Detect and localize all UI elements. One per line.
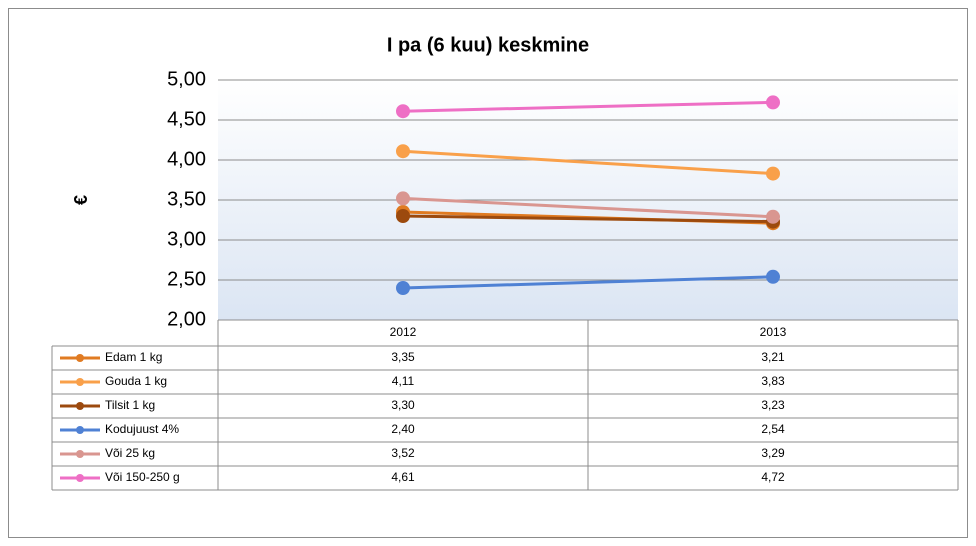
y-axis-label: €	[71, 195, 91, 205]
legend-label: Või 25 kg	[105, 446, 155, 460]
table-value: 2,40	[391, 422, 415, 436]
table-value: 4,61	[391, 470, 415, 484]
table-value: 3,30	[391, 398, 415, 412]
series-line	[402, 214, 774, 224]
table-value: 2,54	[761, 422, 785, 436]
data-point	[396, 281, 410, 295]
data-point	[766, 209, 780, 224]
series-line	[402, 196, 774, 219]
data-point	[396, 144, 410, 159]
table-value: 3,21	[761, 350, 785, 364]
data-point	[396, 191, 410, 206]
y-tick-label: 4,50	[167, 108, 206, 130]
table-value: 3,83	[761, 374, 785, 388]
legend-label: Gouda 1 kg	[105, 374, 167, 388]
y-tick-label: 3,00	[167, 228, 206, 250]
legend-label: Edam 1 kg	[105, 350, 162, 364]
chart-title: I pa (6 kuu) keskmine	[387, 34, 589, 56]
series-line	[402, 149, 774, 176]
x-tick-label: 2013	[760, 325, 787, 339]
legend-marker	[76, 450, 84, 458]
legend-marker	[76, 378, 84, 386]
table-value: 3,35	[391, 350, 415, 364]
series-line	[402, 275, 774, 290]
legend-marker	[76, 402, 84, 410]
y-tick-label: 2,00	[167, 308, 206, 330]
legend-marker	[76, 354, 84, 362]
legend-marker	[76, 474, 84, 482]
table-value: 4,11	[392, 374, 415, 388]
legend-label: Või 150-250 g	[105, 470, 180, 484]
y-tick-label: 4,00	[167, 148, 206, 170]
x-tick-label: 2012	[390, 325, 417, 339]
legend-label: Kodujuust 4%	[105, 422, 179, 436]
table-value: 3,23	[761, 398, 785, 412]
table-value: 3,29	[761, 446, 785, 460]
data-point	[396, 104, 410, 119]
data-point	[766, 269, 780, 284]
data-point	[396, 209, 410, 223]
table-value: 4,72	[761, 470, 785, 484]
y-tick-label: 2,50	[167, 268, 206, 290]
series-line	[402, 100, 774, 113]
legend-label: Tilsit 1 kg	[105, 398, 155, 412]
table-value: 3,52	[391, 446, 415, 460]
y-tick-label: 5,00	[167, 68, 206, 90]
data-point	[766, 95, 780, 110]
y-tick-label: 3,50	[167, 188, 206, 210]
legend-marker	[76, 426, 84, 434]
data-point	[766, 166, 780, 181]
